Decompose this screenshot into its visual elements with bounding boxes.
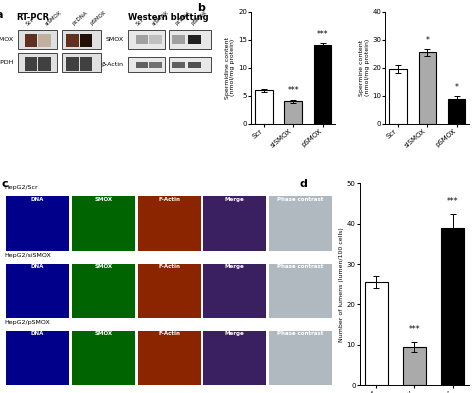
Text: F-Actin: F-Actin	[158, 264, 180, 269]
Bar	[18, 30, 57, 49]
Bar	[62, 53, 101, 72]
Bar	[38, 57, 51, 71]
Bar	[80, 57, 92, 71]
Bar	[128, 57, 165, 72]
Text: SMOX: SMOX	[0, 37, 14, 42]
Bar	[170, 30, 210, 49]
Text: pcDNA: pcDNA	[174, 11, 191, 26]
Y-axis label: Spermidine content
(nmol/mg protein): Spermidine content (nmol/mg protein)	[225, 37, 236, 99]
Bar	[448, 99, 465, 124]
Text: ***: ***	[287, 86, 299, 95]
Text: Merge: Merge	[225, 331, 245, 336]
Bar	[137, 331, 201, 385]
Text: HepG2/Scr: HepG2/Scr	[5, 185, 38, 191]
Y-axis label: Spermine content
(nmol/mg protein): Spermine content (nmol/mg protein)	[359, 39, 370, 96]
Text: *: *	[455, 83, 459, 92]
Bar	[136, 35, 148, 44]
Bar	[269, 196, 332, 251]
Bar	[419, 52, 436, 124]
Text: Phase contrast: Phase contrast	[277, 331, 324, 336]
Text: c: c	[1, 180, 8, 189]
Text: d: d	[300, 180, 307, 189]
Bar	[6, 331, 69, 385]
Bar	[18, 53, 57, 72]
Text: GAPDH: GAPDH	[0, 60, 14, 65]
Bar	[441, 228, 464, 385]
Text: ***: ***	[409, 325, 420, 334]
Text: *: *	[426, 35, 429, 44]
Text: β-Actin: β-Actin	[102, 62, 124, 67]
Bar	[66, 34, 79, 47]
Bar	[25, 34, 37, 47]
Bar	[38, 34, 51, 47]
Text: Phase contrast: Phase contrast	[277, 196, 324, 202]
Bar	[284, 101, 302, 124]
Text: HepG2/siSMOX: HepG2/siSMOX	[5, 253, 52, 258]
Text: SMOX: SMOX	[106, 37, 124, 42]
Bar	[6, 196, 69, 251]
Text: Merge: Merge	[225, 196, 245, 202]
Bar	[269, 331, 332, 385]
Bar	[365, 282, 388, 385]
Bar	[72, 331, 135, 385]
Text: ***: ***	[447, 196, 459, 206]
Text: b: b	[197, 3, 205, 13]
Bar	[255, 90, 273, 124]
Bar	[136, 62, 148, 68]
Bar	[173, 62, 185, 68]
Text: DNA: DNA	[31, 196, 44, 202]
Bar	[170, 57, 210, 72]
Bar	[173, 35, 185, 44]
Text: SMOX: SMOX	[94, 264, 112, 269]
Bar	[188, 35, 201, 44]
Text: Western blotting: Western blotting	[128, 13, 209, 22]
Bar	[25, 57, 37, 71]
Bar	[149, 62, 162, 68]
Text: a: a	[0, 9, 3, 20]
Text: Phase contrast: Phase contrast	[277, 264, 324, 269]
Text: DNA: DNA	[31, 264, 44, 269]
Bar	[6, 264, 69, 318]
Text: SMOX: SMOX	[94, 196, 112, 202]
Text: pSMOX: pSMOX	[90, 10, 107, 26]
Bar	[66, 57, 79, 71]
Text: ***: ***	[317, 30, 328, 39]
Text: pcDNA: pcDNA	[71, 11, 89, 26]
Y-axis label: Number of lumens (lumen/100 cells): Number of lumens (lumen/100 cells)	[339, 227, 344, 342]
Bar	[188, 62, 201, 68]
Text: pSMOX: pSMOX	[190, 10, 208, 26]
Text: DNA: DNA	[31, 331, 44, 336]
Bar	[269, 264, 332, 318]
Bar	[128, 30, 165, 49]
Bar	[403, 347, 426, 385]
Bar	[314, 46, 331, 124]
Bar	[389, 69, 407, 124]
Bar	[203, 264, 266, 318]
Text: Scr: Scr	[135, 17, 145, 26]
Bar	[62, 30, 101, 49]
Bar	[137, 196, 201, 251]
Text: F-Actin: F-Actin	[158, 331, 180, 336]
Bar	[80, 34, 92, 47]
Text: F-Actin: F-Actin	[158, 196, 180, 202]
Bar	[203, 196, 266, 251]
Text: HepG2/pSMOX: HepG2/pSMOX	[5, 320, 51, 325]
Text: Scr: Scr	[25, 17, 35, 26]
Bar	[137, 264, 201, 318]
Text: siSMOX: siSMOX	[151, 9, 170, 26]
Bar	[72, 264, 135, 318]
Bar	[203, 331, 266, 385]
Text: Merge: Merge	[225, 264, 245, 269]
Text: RT-PCR: RT-PCR	[16, 13, 49, 22]
Bar	[149, 35, 162, 44]
Text: SMOX: SMOX	[94, 331, 112, 336]
Text: siSMOX: siSMOX	[44, 9, 62, 26]
Bar	[72, 196, 135, 251]
